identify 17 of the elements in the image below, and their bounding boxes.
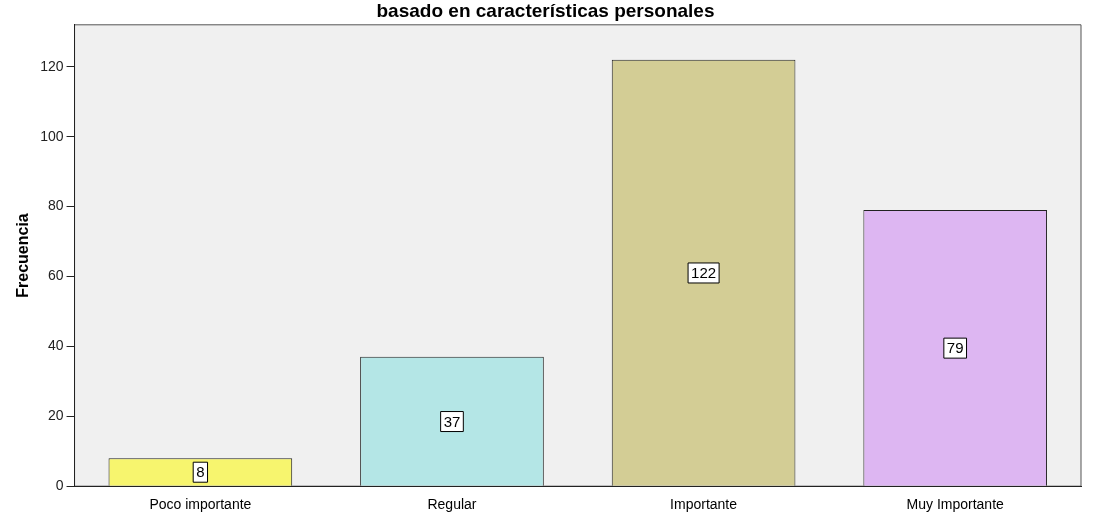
data-label: 122 xyxy=(691,264,717,282)
data-label: 79 xyxy=(946,339,964,357)
y-tick-label: 80 xyxy=(47,197,64,214)
x-tick-label: Poco importante xyxy=(149,496,252,513)
y-tick-label: 120 xyxy=(40,57,64,74)
y-tick-label: 40 xyxy=(47,337,64,354)
x-tick-label: Muy Importante xyxy=(906,496,1005,513)
data-label: 8 xyxy=(196,463,205,481)
y-tick-label: 20 xyxy=(47,407,64,424)
y-tick-label: 0 xyxy=(55,477,64,494)
x-tick-label: Regular xyxy=(427,496,477,513)
data-label: 37 xyxy=(443,412,461,430)
chart-title: basado en características personales xyxy=(376,0,715,21)
y-axis-title: Frecuencia xyxy=(14,213,32,298)
y-tick-label: 100 xyxy=(40,127,64,144)
x-tick-label: Importante xyxy=(670,496,738,513)
y-tick-label: 60 xyxy=(47,267,64,284)
